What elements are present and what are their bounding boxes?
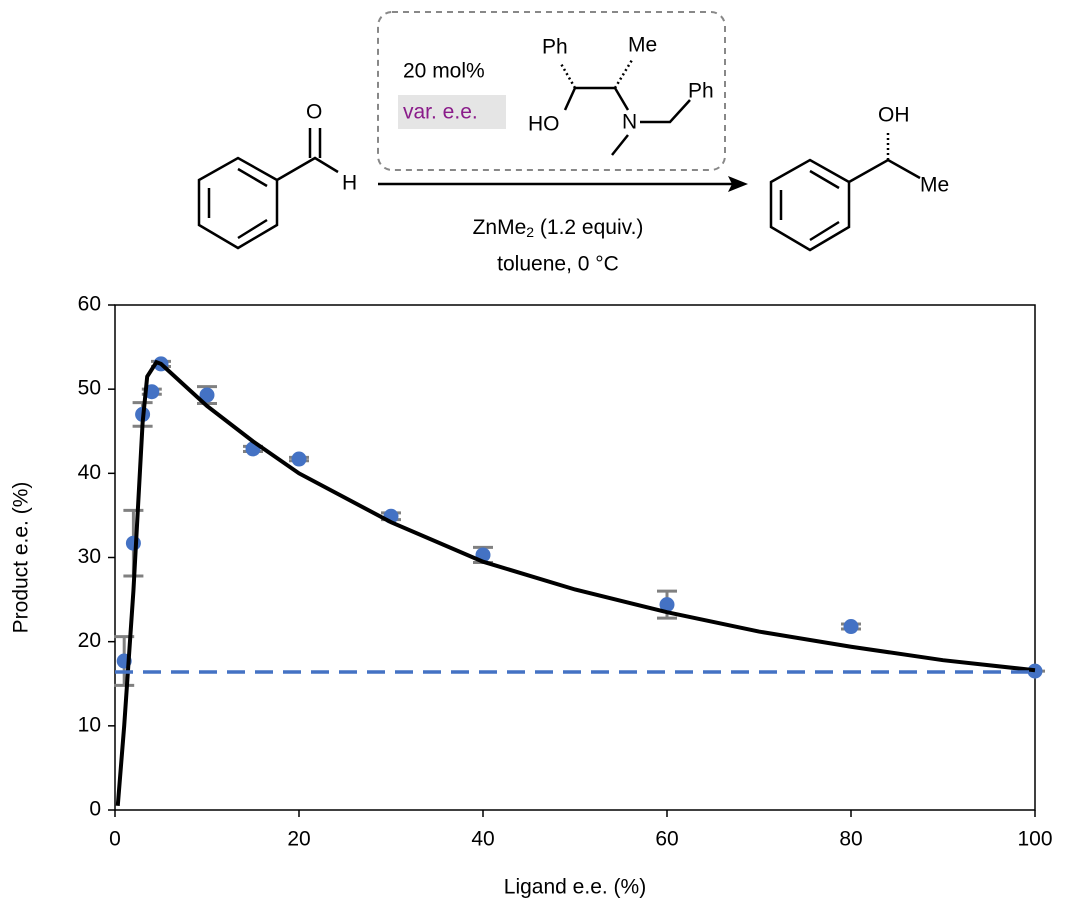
plot: 0 10 20 30 40 50 60 0 20 40 60 80 100 Ligand e.e. (%)… xyxy=(10,293,1053,899)
reagent-text: ZnMe xyxy=(473,216,527,239)
x-tick-label: 40 xyxy=(471,828,494,851)
data-point xyxy=(291,451,307,467)
conditions: toluene, 0 °C xyxy=(497,253,619,276)
highlight xyxy=(398,95,506,129)
y-tick-label: 60 xyxy=(78,293,101,316)
atom-label: OH xyxy=(878,104,910,127)
data-point xyxy=(199,387,215,403)
y-tick-label: 40 xyxy=(78,461,101,484)
plot-frame xyxy=(114,304,1036,811)
ligand-structure: Ph Me Ph HO N xyxy=(528,34,714,156)
ligand-label: N xyxy=(622,111,637,134)
x-tick-label: 0 xyxy=(109,828,121,851)
y-tick-label: 20 xyxy=(78,629,101,652)
y-axis-label: Product e.e. (%) xyxy=(10,482,33,634)
fit-curve xyxy=(115,359,1036,806)
ligand-label: HO xyxy=(528,113,560,136)
reagent: ZnMe2 (1.2 equiv.) xyxy=(473,216,644,240)
ligand-label: Me xyxy=(628,34,657,57)
data-point xyxy=(1027,663,1043,679)
y-tick-label: 30 xyxy=(78,545,101,568)
reagent-text: (1.2 equiv.) xyxy=(534,216,643,239)
catalyst-amount: 20 mol% xyxy=(403,60,485,83)
x-tick-label: 60 xyxy=(655,828,678,851)
atom-label: Me xyxy=(920,174,949,197)
data-point xyxy=(659,597,675,613)
x-tick-label: 100 xyxy=(1017,828,1052,851)
reagent-subscript: 2 xyxy=(526,224,534,240)
substrate-structure: O H xyxy=(197,101,357,250)
y-tick-label: 0 xyxy=(89,798,101,821)
x-axis-label: Ligand e.e. (%) xyxy=(504,876,646,899)
ligand-label: Ph xyxy=(688,80,714,103)
scheme: 20 mol% var. e.e. Ph Me Ph HO N O H ZnMe… xyxy=(197,11,949,276)
data-point xyxy=(843,619,859,635)
data-point xyxy=(125,535,141,551)
x-tick-label: 80 xyxy=(839,828,862,851)
catalyst-ee: var. e.e. xyxy=(403,101,478,124)
ligand-label: Ph xyxy=(542,36,568,59)
y-tick-label: 50 xyxy=(78,377,101,400)
product-structure: OH Me xyxy=(769,104,949,252)
arrow xyxy=(378,176,748,192)
atom-label: O xyxy=(306,101,322,124)
atom-label: H xyxy=(342,172,357,195)
y-tick-label: 10 xyxy=(78,713,101,736)
x-tick-label: 20 xyxy=(287,828,310,851)
catalyst-box xyxy=(377,11,726,171)
